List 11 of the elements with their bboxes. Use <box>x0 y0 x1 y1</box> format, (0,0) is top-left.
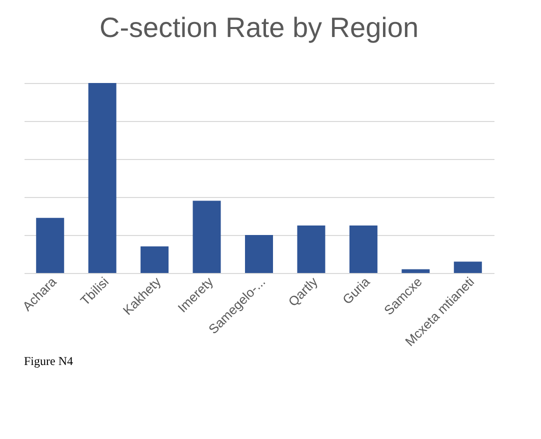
bar <box>349 226 378 273</box>
bar <box>36 218 64 273</box>
chart-title: C-section Rate by Region <box>99 12 419 43</box>
bar <box>245 235 273 273</box>
bar <box>402 269 430 273</box>
bar <box>454 262 482 273</box>
bar <box>297 226 326 273</box>
bar <box>88 83 116 273</box>
bar <box>140 246 169 273</box>
caption: Figure N4 <box>24 354 73 368</box>
bar <box>192 200 221 273</box>
